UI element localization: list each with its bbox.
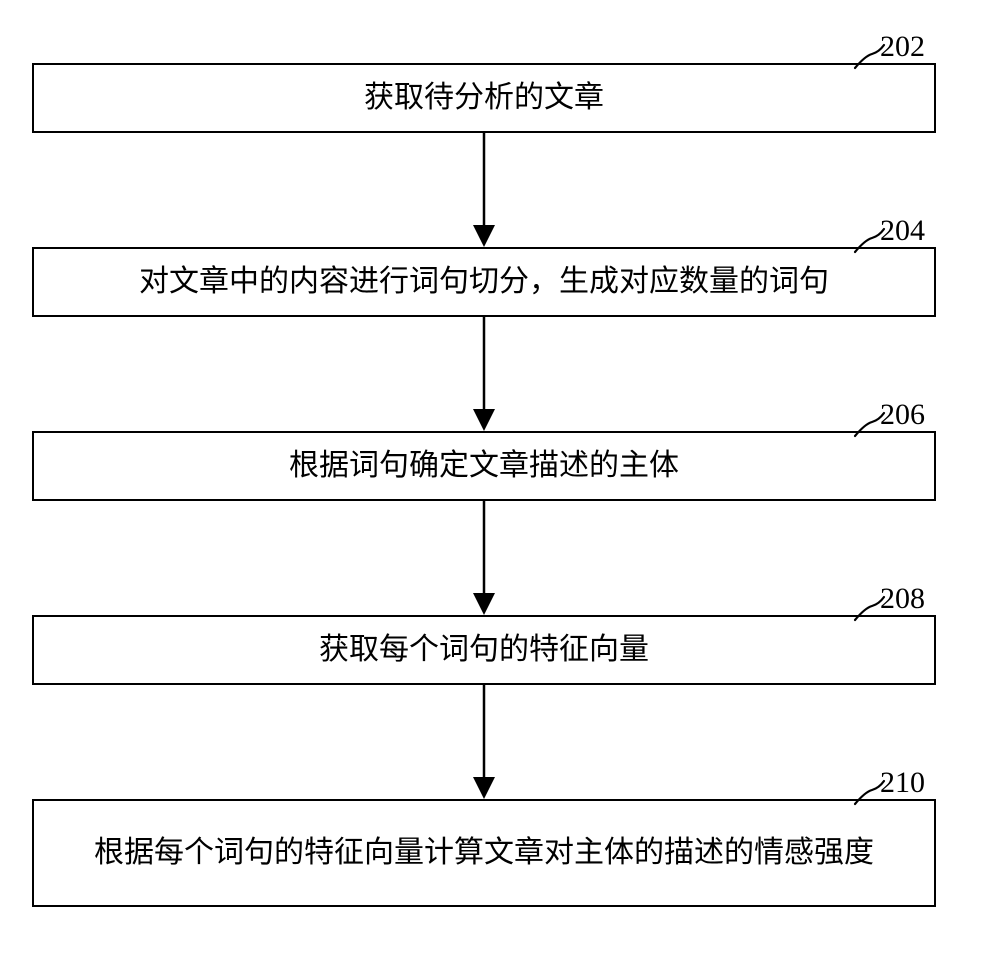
- flow-step-text: 根据每个词句的特征向量计算文章对主体的描述的情感强度: [94, 833, 874, 874]
- flow-step-text: 获取每个词句的特征向量: [319, 630, 649, 671]
- flow-arrow: [464, 317, 504, 431]
- flowchart-canvas: 获取待分析的文章 202 对文章中的内容进行词句切分，生成对应数量的词句 204 根据词…: [0, 0, 1000, 959]
- flow-step-208: 获取每个词句的特征向量: [32, 615, 936, 685]
- flow-arrow: [464, 133, 504, 247]
- flow-step-text: 获取待分析的文章: [364, 78, 604, 119]
- flow-step-number-206: 206: [880, 398, 925, 432]
- flow-step-204: 对文章中的内容进行词句切分，生成对应数量的词句: [32, 247, 936, 317]
- flow-step-206: 根据词句确定文章描述的主体: [32, 431, 936, 501]
- flow-arrow: [464, 501, 504, 615]
- flow-step-text: 根据词句确定文章描述的主体: [289, 446, 679, 487]
- flow-arrow: [464, 685, 504, 799]
- flow-step-210: 根据每个词句的特征向量计算文章对主体的描述的情感强度: [32, 799, 936, 907]
- flow-step-number-210: 210: [880, 766, 925, 800]
- flow-step-number-208: 208: [880, 582, 925, 616]
- flow-step-number-204: 204: [880, 214, 925, 248]
- flow-step-202: 获取待分析的文章: [32, 63, 936, 133]
- flow-step-number-202: 202: [880, 30, 925, 64]
- flow-step-text: 对文章中的内容进行词句切分，生成对应数量的词句: [139, 262, 829, 303]
